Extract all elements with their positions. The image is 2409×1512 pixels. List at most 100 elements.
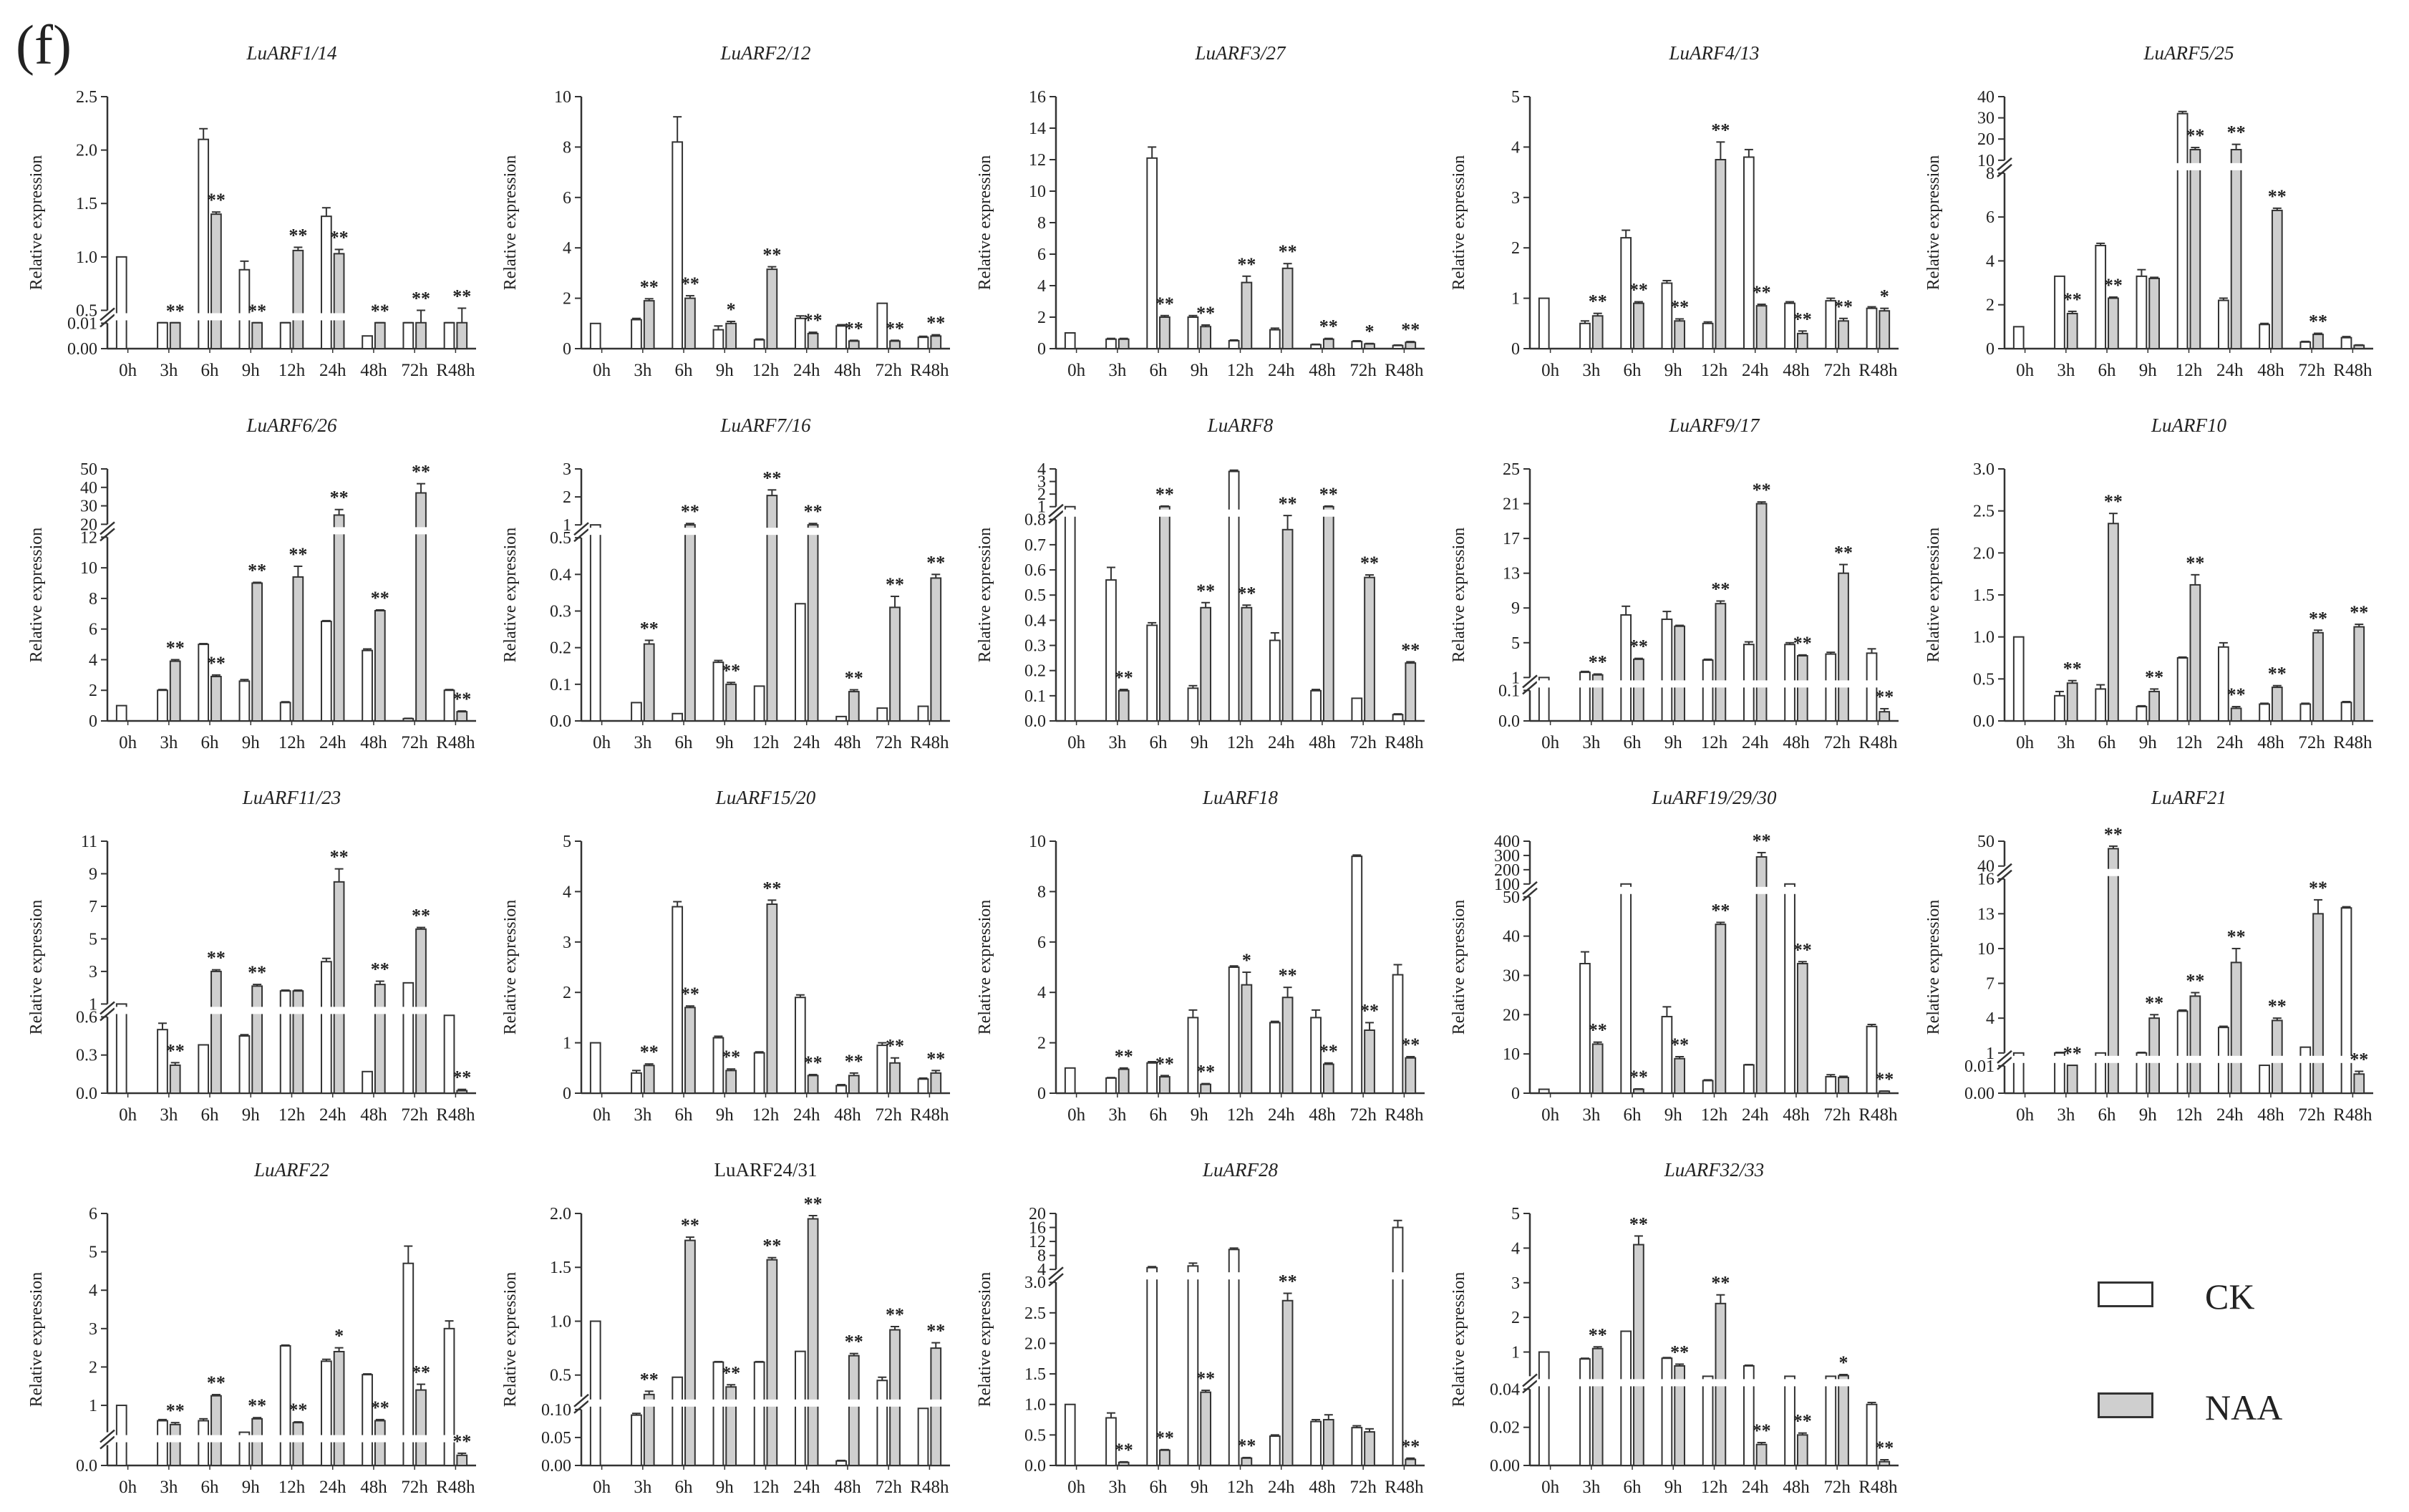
y-tick-label: 0.3: [76, 1047, 97, 1065]
axis-break-mark: [1522, 681, 1538, 695]
significance-label: **: [1196, 1368, 1215, 1389]
significance-label: **: [1629, 636, 1648, 657]
y-tick-label: 5: [89, 1244, 97, 1262]
chart-luarf5-25: LuARF5/25 Relative expression 0 2 4 6 810 20 30 4…: [1924, 42, 2373, 380]
x-tick-label: 3h: [1582, 1105, 1601, 1125]
y-tick-label: 2: [1511, 1309, 1520, 1327]
x-tick-label: 12h: [1227, 1105, 1254, 1125]
y-tick-label: 0.1: [1024, 687, 1046, 706]
bar-naa: [684, 1007, 696, 1094]
bar-ck: [1538, 297, 1550, 350]
bar-ck: [1702, 1080, 1714, 1095]
bar-naa: [1281, 267, 1294, 349]
bar-naa: [2148, 277, 2161, 349]
y-tick-label: 5: [89, 930, 97, 949]
chart-luarf9-17: LuARF9/17 Relative expression 0.0 0.11 5 9 13 1…: [1450, 415, 1899, 752]
x-tick-label: 0h: [2016, 733, 2035, 752]
bar-naa: [848, 691, 860, 722]
bar-naa: [2148, 690, 2161, 722]
bar-naa: [1322, 1063, 1334, 1095]
chart-title: LuARF7/16: [720, 415, 811, 436]
significance-label: **: [2227, 926, 2246, 947]
bar-break-gap: [2216, 1055, 2231, 1063]
significance-label: **: [2268, 996, 2287, 1017]
x-tick-label: 0h: [1541, 1105, 1560, 1125]
axis-break-mark: [573, 528, 589, 543]
axis-break-mark: [1048, 1273, 1064, 1287]
bar-naa: [889, 606, 901, 722]
x-tick-label: 6h: [675, 361, 694, 380]
bar-break-gap: [237, 1435, 252, 1443]
bar-ck: [443, 1014, 455, 1094]
x-tick-label: 9h: [1664, 1478, 1683, 1497]
x-tick-label: 9h: [2139, 361, 2158, 380]
y-tick-label: 2.5: [1973, 503, 1994, 521]
significance-label: **: [1834, 296, 1853, 317]
significance-label: **: [2063, 659, 2082, 679]
bar-ck: [2176, 657, 2189, 722]
chart-title: LuARF28: [1202, 1159, 1278, 1181]
significance-label: **: [248, 560, 266, 581]
x-tick-label: 12h: [2176, 361, 2203, 380]
significance-label: **: [1711, 900, 1730, 921]
bar-break-gap: [319, 1435, 334, 1443]
bar-break-gap: [2298, 1055, 2313, 1063]
x-tick-label: 48h: [2257, 361, 2284, 380]
y-tick-label: 0.0: [1024, 712, 1046, 731]
bar-ck: [1702, 659, 1714, 722]
bar-break-gap: [2229, 1055, 2244, 1063]
bar-ck: [1351, 341, 1363, 350]
y-tick-label: 0.0: [1973, 712, 1994, 731]
bar-naa: [684, 297, 696, 350]
bar-break-gap: [2175, 1055, 2190, 1063]
bar-naa: [2353, 1073, 2365, 1095]
bar-ck: [2136, 706, 2148, 722]
bar-break-gap: [331, 313, 346, 321]
significance-label: **: [412, 906, 430, 926]
x-tick-label: 6h: [201, 361, 220, 380]
bar-ck: [115, 1003, 127, 1095]
significance-label: **: [1793, 939, 1812, 960]
bar-ck: [362, 649, 373, 722]
significance-label: **: [1401, 319, 1420, 340]
x-tick-label: 24h: [1268, 1478, 1295, 1497]
y-tick-label: 0.0: [76, 1085, 97, 1103]
x-tick-label: 24h: [1742, 733, 1769, 752]
y-tick-label: 8: [563, 138, 571, 157]
bar-break-gap: [1659, 680, 1674, 688]
x-tick-label: 72h: [401, 1105, 428, 1125]
bar-naa: [374, 321, 386, 349]
bar-naa: [2312, 334, 2324, 350]
axis-break-mark: [100, 307, 115, 321]
x-tick-label: 6h: [675, 1478, 694, 1497]
significance-label: **: [886, 1304, 904, 1325]
x-tick-label: 48h: [360, 361, 387, 380]
y-tick-label: 4: [1037, 277, 1046, 296]
bar-ck: [2054, 275, 2065, 349]
x-tick-label: 24h: [2216, 1105, 2244, 1125]
x-tick-label: 9h: [242, 1105, 261, 1125]
significance-label: **: [2350, 602, 2368, 623]
bar-naa: [807, 1075, 819, 1094]
axis-break-mark: [573, 1400, 589, 1414]
bar-naa: [251, 321, 263, 349]
x-tick-label: 12h: [278, 1478, 306, 1497]
significance-label: **: [2350, 1049, 2368, 1070]
y-tick-label: 3: [563, 934, 571, 952]
bar-naa: [1715, 924, 1727, 1095]
bar-break-gap: [1836, 1379, 1851, 1387]
bar-break-gap: [1754, 886, 1769, 894]
bar-ck: [1351, 1427, 1363, 1467]
bar-naa: [456, 1090, 468, 1094]
x-tick-label: 24h: [1742, 1105, 1769, 1125]
bar-ck: [198, 1044, 210, 1095]
bar-break-gap: [1590, 680, 1605, 688]
x-tick-label: 6h: [2098, 361, 2117, 380]
bar-ck: [1269, 639, 1281, 722]
x-tick-label: 12h: [2176, 1105, 2203, 1125]
bar-break-gap: [1864, 680, 1879, 688]
bar-break-gap: [196, 1435, 211, 1443]
x-tick-label: 48h: [2257, 1105, 2284, 1125]
bar-naa: [1674, 320, 1686, 349]
bar-ck: [402, 982, 415, 1094]
